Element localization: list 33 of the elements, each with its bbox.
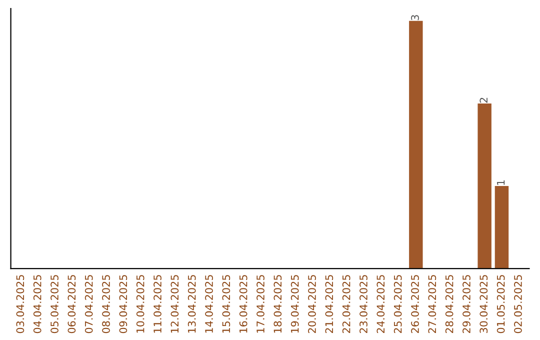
x-tick-label: 02.05.2025 (514, 275, 522, 334)
x-tick-label: 25.04.2025 (394, 275, 402, 334)
x-tick-label: 13.04.2025 (188, 275, 196, 333)
x-tick-label: 04.04.2025 (33, 275, 42, 334)
x-tick-label: 28.04.2025 (445, 275, 454, 334)
x-tick-label: 15.04.2025 (222, 275, 230, 333)
x-tick-label: 21.04.2025 (325, 275, 334, 334)
data-label: 3 (411, 15, 419, 20)
x-tick-label: 22.04.2025 (342, 275, 350, 334)
x-tick-label: 24.04.2025 (376, 275, 385, 334)
x-tick-label: 09.04.2025 (119, 275, 128, 334)
x-tick-label: 07.04.2025 (84, 275, 93, 334)
x-tick-label: 27.04.2025 (428, 275, 436, 334)
x-tick-label: 05.04.2025 (50, 275, 58, 334)
x-tick-label: 23.04.2025 (360, 275, 368, 334)
x-tick-label: 12.04.2025 (170, 275, 179, 333)
x-tick-label: 11.04.2025 (154, 275, 162, 333)
x-tick-label: 30.04.2025 (480, 275, 488, 334)
x-tick-label: 29.04.2025 (462, 275, 470, 334)
x-tick-label: 14.04.2025 (205, 275, 213, 333)
x-tick-label: 10.04.2025 (136, 275, 144, 333)
x-tick-label: 19.04.2025 (290, 275, 299, 333)
x-tick-label: 06.04.2025 (68, 275, 76, 334)
x-tick-label: 03.04.2025 (16, 275, 24, 334)
x-tick-label: 18.04.2025 (274, 275, 282, 333)
data-label: 1 (497, 180, 505, 185)
x-tick-label: 26.04.2025 (411, 275, 419, 334)
x-tick-label: 01.05.2025 (496, 275, 505, 334)
x-tick-label: 16.04.2025 (239, 275, 248, 333)
x-tick-label: 08.04.2025 (102, 275, 110, 334)
data-label: 2 (480, 98, 488, 103)
x-tick-label: 20.04.2025 (308, 275, 316, 334)
x-tick-label: 17.04.2025 (256, 275, 264, 333)
